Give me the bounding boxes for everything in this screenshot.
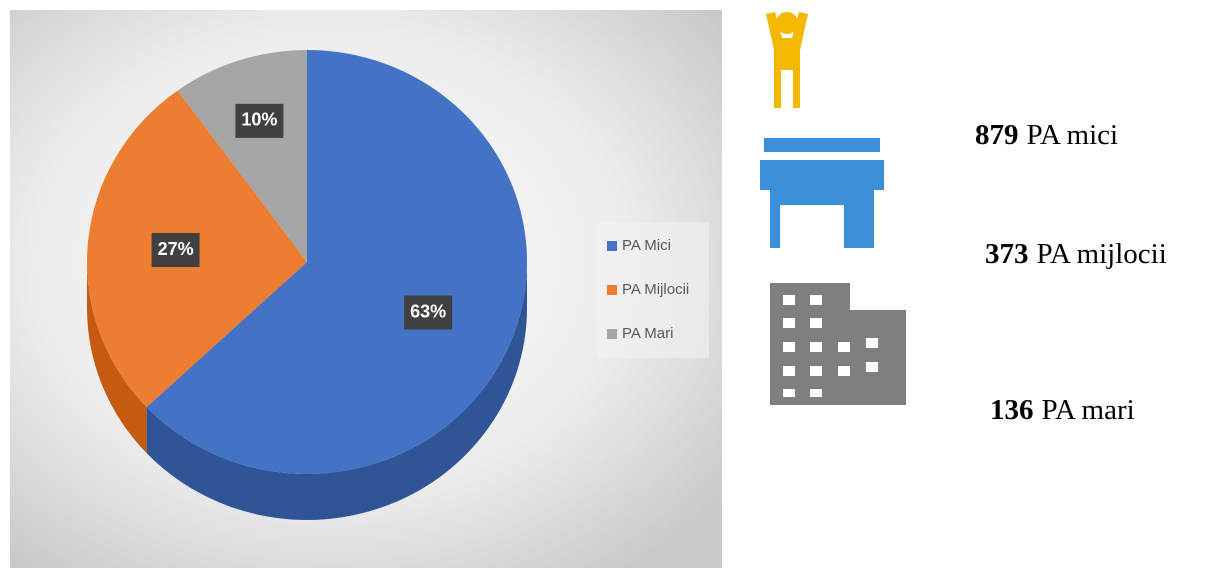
stat-text: 373 PA mijlocii [985,238,1167,270]
data-label: 63% [410,301,446,321]
legend-label: PA Mari [622,325,673,342]
data-label: 10% [241,110,277,130]
stat-label: PA mijlocii [1037,238,1167,270]
legend-swatch [607,285,617,295]
stat-label: PA mari [1042,394,1135,426]
slice [177,50,307,262]
stat-value: 879 [975,119,1019,151]
legend-swatch [607,329,617,339]
pie: 63% 27% 10% [86,50,528,520]
shop-icon [760,138,884,248]
stat-value: 373 [985,238,1029,270]
data-label-box [404,295,453,330]
stat-text: 136 PA mari [990,394,1135,426]
legend-label: PA Mici [622,237,671,254]
data-label-box [235,103,284,138]
stat-value: 136 [990,394,1034,426]
slice-side [87,262,147,454]
data-label: 27% [158,239,194,259]
legend: PA Mici PA Mijlocii PA Mari [597,222,709,358]
building-icon [770,283,906,405]
legend-label: PA Mijlocii [622,281,689,298]
stat-label: PA mici [1027,119,1119,151]
slice-side [146,262,528,520]
slice [146,50,527,474]
stat-text: 879 PA mici [975,119,1118,151]
stats: 879 PA mici 373 PA mijlocii 136 PA mari [975,119,1167,426]
data-label-box [151,233,200,268]
person-icon [766,12,808,108]
legend-swatch [607,241,617,251]
